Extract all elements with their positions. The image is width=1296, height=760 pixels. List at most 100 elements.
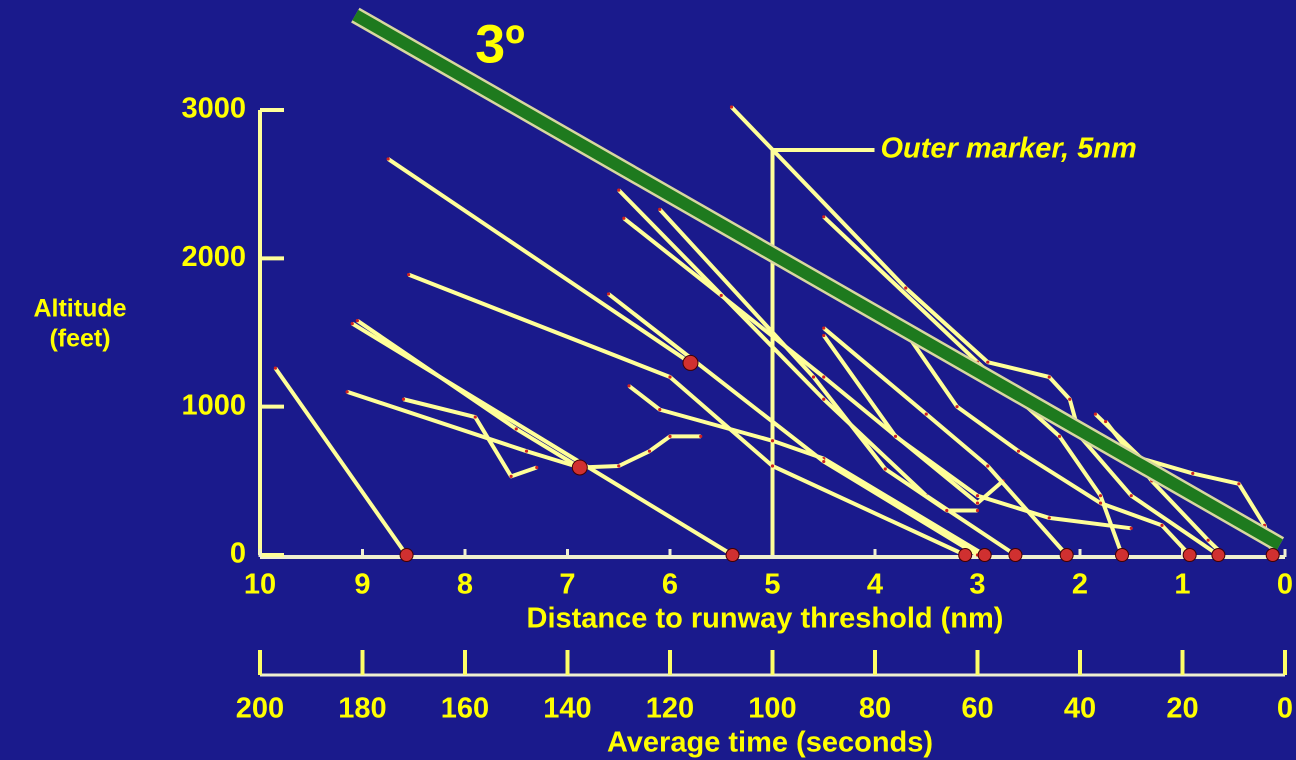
trajectory-vertex: [924, 412, 928, 416]
y-tick-label: 3000: [181, 93, 246, 125]
x2-tick-label: 160: [441, 693, 489, 725]
trajectory-vertex: [273, 366, 277, 370]
trajectory-vertex: [893, 434, 898, 438]
trajectory-vertex: [1047, 375, 1051, 379]
x2-tick-label: 200: [236, 693, 284, 725]
trajectory-vertex: [975, 494, 980, 498]
x2-tick-label: 80: [859, 693, 891, 725]
trajectory-vertex: [975, 508, 980, 513]
trajectory-vertex: [509, 474, 513, 478]
trajectory-vertex: [1129, 526, 1133, 530]
trajectory-vertex: [1206, 538, 1210, 542]
trajectory-vertex: [1237, 482, 1241, 486]
y-tick-label: 2000: [181, 241, 246, 273]
end-point: [1008, 548, 1023, 562]
trajectory-vertex: [617, 188, 621, 192]
x2-tick-label: 20: [1166, 693, 1198, 725]
x2-tick-label: 180: [338, 693, 386, 725]
end-point: [725, 548, 740, 562]
trajectory-vertex: [1160, 523, 1164, 527]
trajectory-vertex: [770, 439, 775, 443]
trajectory-vertex: [627, 384, 631, 388]
trajectory-vertex: [658, 408, 662, 412]
trajectory-vertex: [822, 215, 826, 219]
x2-tick-label: 40: [1064, 693, 1096, 725]
trajectory-vertex: [975, 501, 980, 505]
trajectory-vertex: [719, 293, 723, 298]
trajectory-vertex: [514, 427, 518, 431]
trajectory-vertex: [699, 434, 703, 438]
trajectory-vertex: [386, 157, 390, 161]
trajectory-vertex: [986, 360, 990, 364]
trajectory-vertex: [622, 216, 626, 220]
trajectory-vertex: [822, 459, 826, 464]
x-tick-label: 9: [354, 569, 370, 601]
x-tick-label: 6: [662, 569, 678, 601]
trajectory: [273, 366, 409, 557]
trajectory-vertex: [658, 207, 662, 211]
trajectory-vertex: [668, 375, 672, 379]
trajectory-vertex: [1098, 501, 1103, 505]
x-tick-label: 0: [1277, 569, 1293, 601]
end-point: [682, 354, 699, 371]
x2-tick-label: 100: [748, 693, 796, 725]
trajectory-vertex: [1016, 449, 1021, 453]
trajectory: [403, 397, 538, 479]
y-axis-label: Altitude: [33, 295, 126, 323]
trajectory-vertex: [904, 286, 908, 290]
trajectory-vertex: [1068, 397, 1072, 401]
x-tick-label: 4: [867, 569, 883, 601]
trajectory: [351, 321, 734, 557]
trajectory-vertex: [350, 322, 354, 326]
trajectory-vertex: [883, 467, 887, 471]
x2-tick-label: 140: [543, 693, 591, 725]
trajectory-vertex: [811, 375, 816, 379]
x-tick-label: 1: [1174, 569, 1190, 601]
trajectory-vertex: [955, 405, 959, 409]
end-point: [1059, 548, 1074, 562]
glide-slope: [352, 9, 1283, 550]
trajectory-vertex: [345, 390, 349, 394]
trajectory-vertex: [401, 397, 406, 401]
trajectory-vertex: [986, 464, 990, 468]
x-tick-label: 7: [559, 569, 575, 601]
y-tick-label: 1000: [181, 389, 246, 421]
trajectory-vertex: [668, 434, 672, 438]
trajectory-vertex: [770, 464, 775, 468]
x-tick-label: 5: [764, 569, 780, 601]
trajectory: [627, 384, 986, 557]
x2-tick-label: 0: [1277, 693, 1293, 725]
trajectory-vertex: [1093, 412, 1097, 416]
trajectory-vertex: [1129, 494, 1133, 498]
glide-slope-label: 3º: [475, 14, 525, 74]
trajectory: [730, 105, 1220, 557]
x-axis-label: Distance to runway threshold (nm): [527, 603, 1004, 635]
trajectory-vertex: [822, 333, 826, 338]
trajectory-vertex: [1104, 419, 1108, 424]
x-tick-label: 10: [244, 569, 276, 601]
trajectory-vertex: [524, 449, 529, 453]
trajectory-vertex: [407, 273, 411, 277]
trajectory-vertex: [822, 375, 826, 379]
trajectory-vertex: [606, 292, 611, 296]
trajectory-vertex: [1057, 434, 1062, 438]
end-point: [571, 459, 588, 476]
trajectory-vertex: [617, 464, 621, 468]
trajectory-vertex: [647, 449, 652, 453]
trajectory: [893, 316, 1192, 557]
x-tick-label: 3: [969, 569, 985, 601]
trajectory: [822, 215, 1124, 556]
x2-tick-label: 120: [646, 693, 694, 725]
trajectory-vertex: [535, 465, 539, 470]
end-point: [1211, 548, 1226, 562]
end-point: [1265, 548, 1280, 562]
outer-marker-label: Outer marker, 5nm: [881, 133, 1137, 165]
x-tick-label: 8: [457, 569, 473, 601]
trajectory-vertex: [355, 319, 359, 323]
x2-axis-label: Average time (seconds): [607, 727, 933, 759]
x2-tick-label: 60: [961, 693, 993, 725]
trajectory-vertex: [822, 326, 826, 330]
y-axis-label: (feet): [49, 325, 110, 353]
end-point: [399, 548, 414, 562]
